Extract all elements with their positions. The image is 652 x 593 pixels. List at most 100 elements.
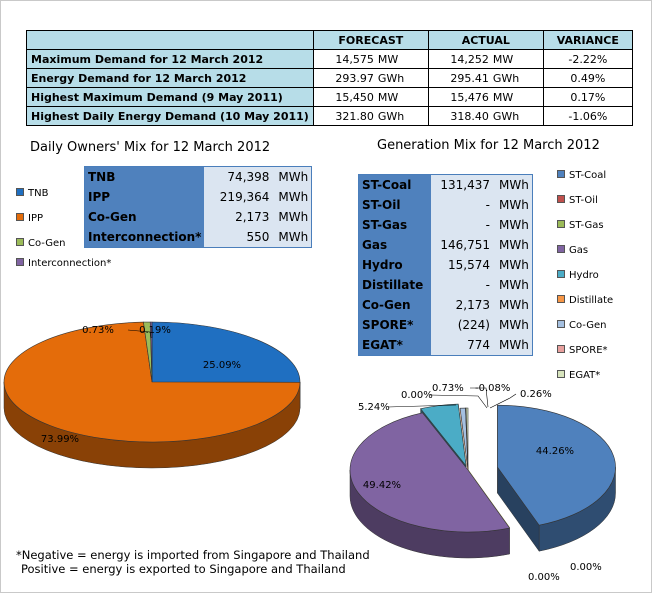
data-label-co-gen: 0.73% <box>82 325 114 336</box>
generation-legend: ST-Coal ST-Oil ST-Gas Gas Hydro Distilla… <box>557 170 647 390</box>
mix-label: IPP <box>84 187 205 207</box>
table-row: Co-Gen 2,173 MWh <box>84 207 312 227</box>
pie-slice-interconnection- <box>149 321 153 383</box>
owners-mix-title: Daily Owners' Mix for 12 March 2012 <box>30 140 271 155</box>
pie-slice-st-coal <box>497 404 616 526</box>
mix-label: ST-Gas <box>358 215 431 235</box>
legend-swatch <box>16 238 24 246</box>
table-header-row: FORECAST ACTUAL VARIANCE <box>26 30 633 50</box>
owners-mix-table: TNB 74,398 MWh IPP 219,364 MWh Co-Gen 2,173 MW… <box>84 166 313 248</box>
forecast-cell: 14,575 MW <box>312 49 429 69</box>
row-label: Energy Demand for 12 March 2012 <box>26 68 314 88</box>
data-label-gas: 49.42% <box>363 480 401 491</box>
mix-value: (224) <box>457 318 490 332</box>
table-row: EGAT* 774 MWh <box>358 335 533 356</box>
table-row: Gas 146,751 MWh <box>358 235 533 255</box>
table-row: IPP 219,364 MWh <box>84 187 312 207</box>
table-row: Highest Daily Energy Demand (10 May 2011… <box>26 106 633 126</box>
table-row: ST-Gas - MWh <box>358 215 533 235</box>
table-row: TNB 74,398 MWh <box>84 166 312 187</box>
legend-item: Co-Gen <box>16 238 66 249</box>
mix-unit: MWh <box>499 178 529 192</box>
forecast-cell: 15,450 MW <box>312 87 429 107</box>
generation-mix-pie-chart: 44.26%49.42%5.24%0.00%0.73% -0.08%0.26%0.… <box>349 383 616 583</box>
table-row: Highest Maximum Demand (9 May 2011) 15,4… <box>26 87 633 107</box>
mix-label: TNB <box>84 166 205 187</box>
mix-label: Interconnection* <box>84 227 205 248</box>
mix-value: - <box>485 278 490 292</box>
table-row: Distillate - MWh <box>358 275 533 295</box>
mix-value: 550 <box>246 230 270 244</box>
mix-unit: MWh <box>499 318 529 332</box>
footnote-line-1: *Negative = energy is imported from Sing… <box>16 548 370 562</box>
owners-mix-pie-chart: 25.09% 73.99% 0.73% 0.19% <box>3 321 301 469</box>
mix-value: - <box>485 218 490 232</box>
forecast-cell: 293.97 GWh <box>312 68 429 88</box>
mix-unit: MWh <box>278 190 309 204</box>
table-row: ST-Coal 131,437 MWh <box>358 174 533 195</box>
mix-unit: MWh <box>278 210 309 224</box>
mix-value: 2,173 <box>235 210 270 224</box>
variance-cell: 0.17% <box>542 87 633 107</box>
header-blank <box>26 30 314 50</box>
data-label-ipp: 73.99% <box>41 434 79 445</box>
mix-label: EGAT* <box>358 335 431 356</box>
table-row: ST-Oil - MWh <box>358 195 533 215</box>
mix-label: Hydro <box>358 255 431 275</box>
legend-swatch <box>16 258 24 266</box>
variance-cell: -2.22% <box>542 49 633 69</box>
header-actual: ACTUAL <box>427 30 544 50</box>
row-label: Maximum Demand for 12 March 2012 <box>26 49 314 69</box>
mix-label: SPORE* <box>358 315 431 335</box>
pie-slice-egat- <box>465 407 469 471</box>
demand-summary-table: FORECAST ACTUAL VARIANCE Maximum Demand … <box>26 30 633 126</box>
legend-item: Co-Gen <box>557 320 607 331</box>
label-leader-line <box>127 329 152 339</box>
mix-label: ST-Oil <box>358 195 431 215</box>
mix-unit: MWh <box>499 298 529 312</box>
legend-item: IPP <box>16 213 43 224</box>
table-row: Co-Gen 2,173 MWh <box>358 295 533 315</box>
mix-label: ST-Coal <box>358 174 431 195</box>
pie-slice-gas <box>349 412 511 533</box>
mix-unit: MWh <box>278 230 309 244</box>
mix-value: - <box>485 198 490 212</box>
mix-unit: MWh <box>278 170 309 184</box>
variance-cell: 0.49% <box>542 68 633 88</box>
footnote: *Negative = energy is imported from Sing… <box>16 548 370 576</box>
data-label-spore-: -0.08% <box>475 383 510 394</box>
data-label-st-oil: 0.00% <box>570 562 602 573</box>
table-row: SPORE* (224) MWh <box>358 315 533 335</box>
owners-legend: TNB IPP Co-Gen Interconnection* <box>16 188 136 278</box>
actual-cell: 295.41 GWh <box>427 68 544 88</box>
generation-mix-title: Generation Mix for 12 March 2012 <box>377 138 600 153</box>
pie-slice-ipp <box>3 321 301 443</box>
legend-item: Hydro <box>557 270 599 281</box>
actual-cell: 318.40 GWh <box>427 106 544 126</box>
actual-cell: 15,476 MW <box>427 87 544 107</box>
variance-cell: -1.06% <box>542 106 633 126</box>
legend-item: Interconnection* <box>16 258 111 269</box>
data-label-hydro: 5.24% <box>358 402 390 413</box>
header-forecast: FORECAST <box>312 30 429 50</box>
generation-mix-table: ST-Coal 131,437 MWh ST-Oil - MWh ST-Gas - MWh … <box>358 174 533 356</box>
data-label-st-coal: 44.26% <box>536 446 574 457</box>
table-row: Hydro 15,574 MWh <box>358 255 533 275</box>
legend-swatch <box>16 188 24 196</box>
legend-item: TNB <box>16 188 48 199</box>
mix-value: 774 <box>467 338 490 352</box>
table-row: Maximum Demand for 12 March 2012 14,575 M… <box>26 49 633 69</box>
data-label-interconnection-: 0.19% <box>139 325 171 336</box>
footnote-line-2: Positive = energy is exported to Singapo… <box>21 562 346 576</box>
legend-item: SPORE* <box>557 345 608 356</box>
mix-unit: MWh <box>499 218 529 232</box>
mix-label: Gas <box>358 235 431 255</box>
mix-unit: MWh <box>499 278 529 292</box>
actual-cell: 14,252 MW <box>427 49 544 69</box>
row-label: Highest Daily Energy Demand (10 May 2011… <box>26 106 314 126</box>
legend-item: Distillate <box>557 295 613 306</box>
mix-value: 146,751 <box>440 238 490 252</box>
mix-unit: MWh <box>499 238 529 252</box>
data-label-distillate: 0.00% <box>401 390 433 401</box>
legend-item: ST-Gas <box>557 220 604 231</box>
